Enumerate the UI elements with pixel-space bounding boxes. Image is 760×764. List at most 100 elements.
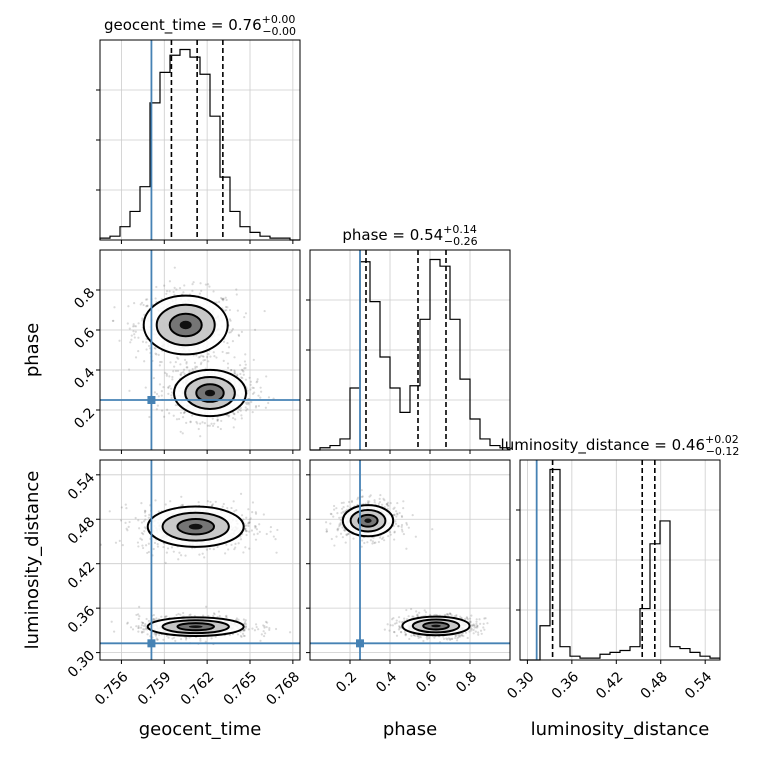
sample-point bbox=[146, 304, 149, 308]
sample-point bbox=[157, 353, 160, 356]
sample-point bbox=[154, 499, 157, 502]
density-peak bbox=[431, 624, 441, 628]
sample-point bbox=[455, 615, 458, 618]
sample-point bbox=[244, 401, 247, 404]
sample-point bbox=[163, 615, 167, 619]
sample-point bbox=[199, 435, 202, 438]
sample-point bbox=[154, 347, 157, 350]
sample-point bbox=[469, 620, 472, 623]
sample-point bbox=[251, 386, 254, 389]
sample-point bbox=[434, 613, 437, 616]
sample-point bbox=[212, 612, 216, 615]
sample-point bbox=[215, 301, 218, 304]
sample-point bbox=[371, 542, 374, 545]
sample-point bbox=[190, 414, 194, 417]
sample-point bbox=[179, 638, 183, 641]
sample-point bbox=[443, 613, 446, 617]
sample-point bbox=[177, 417, 181, 421]
sample-point bbox=[385, 502, 389, 506]
sample-point bbox=[152, 617, 155, 621]
sample-point bbox=[389, 624, 392, 627]
sample-point bbox=[110, 620, 113, 623]
sample-point bbox=[405, 523, 409, 526]
sample-point bbox=[247, 628, 250, 631]
sample-point bbox=[395, 515, 398, 518]
panel-frame bbox=[309, 459, 511, 661]
sample-point bbox=[244, 621, 247, 624]
sample-point bbox=[254, 525, 257, 528]
sample-point bbox=[468, 630, 471, 633]
sample-point bbox=[248, 376, 251, 379]
sample-point bbox=[146, 298, 149, 301]
sample-point bbox=[422, 639, 425, 643]
sample-point bbox=[258, 523, 261, 526]
sample-point bbox=[112, 319, 115, 322]
sample-point bbox=[142, 303, 145, 307]
sample-point bbox=[163, 415, 166, 418]
sample-point bbox=[155, 617, 158, 620]
sample-point bbox=[407, 615, 410, 618]
sample-point bbox=[259, 639, 262, 642]
sample-point bbox=[240, 376, 243, 379]
sample-point bbox=[203, 556, 206, 559]
sample-point bbox=[173, 286, 176, 289]
sample-point bbox=[174, 639, 177, 643]
sample-point bbox=[126, 622, 129, 625]
sample-point bbox=[227, 415, 230, 418]
sample-point bbox=[477, 633, 480, 636]
sample-point bbox=[377, 540, 380, 544]
sample-point bbox=[337, 527, 340, 530]
sample-point bbox=[209, 355, 212, 358]
sample-point bbox=[138, 527, 141, 530]
sample-point bbox=[256, 380, 259, 383]
sample-point bbox=[346, 505, 349, 508]
sample-point bbox=[155, 392, 159, 396]
sample-point bbox=[233, 372, 237, 375]
sample-point bbox=[214, 500, 217, 503]
sample-point bbox=[469, 621, 472, 624]
sample-point bbox=[226, 306, 229, 309]
sample-point bbox=[143, 628, 146, 631]
sample-point bbox=[200, 289, 203, 292]
sample-point bbox=[416, 634, 419, 638]
sample-point bbox=[137, 519, 140, 522]
sample-point bbox=[165, 372, 168, 376]
sample-point bbox=[392, 507, 395, 510]
sample-point bbox=[218, 300, 221, 303]
sample-point bbox=[400, 528, 404, 531]
sample-point bbox=[254, 538, 258, 541]
panel-geocent_time|luminosity_distance bbox=[100, 492, 292, 646]
sample-point bbox=[470, 629, 473, 632]
sample-point bbox=[183, 358, 187, 361]
sample-point bbox=[339, 519, 342, 522]
sample-point bbox=[233, 370, 236, 373]
sample-point bbox=[146, 304, 149, 307]
sample-point bbox=[145, 348, 148, 351]
sample-point bbox=[352, 537, 355, 540]
x-axis-title-phase: phase bbox=[383, 719, 437, 740]
sample-point bbox=[244, 627, 247, 630]
sample-point bbox=[257, 394, 260, 397]
sample-point bbox=[184, 638, 188, 641]
sample-point bbox=[343, 529, 346, 532]
sample-point bbox=[120, 506, 123, 509]
histogram-geocent_time bbox=[99, 48, 300, 241]
sample-point bbox=[374, 541, 377, 544]
sample-point bbox=[405, 608, 408, 612]
sample-point bbox=[152, 547, 155, 551]
truth-marker bbox=[147, 639, 156, 648]
sample-point bbox=[368, 500, 371, 503]
sample-point bbox=[456, 636, 459, 640]
sample-point bbox=[144, 627, 148, 630]
sample-point bbox=[140, 621, 143, 624]
sample-point bbox=[263, 626, 266, 629]
sample-point bbox=[468, 620, 472, 623]
sample-point bbox=[330, 513, 333, 516]
density-peak bbox=[179, 320, 192, 330]
sample-point bbox=[447, 637, 450, 640]
sample-point bbox=[165, 615, 168, 618]
sample-point bbox=[412, 615, 415, 618]
sample-point bbox=[402, 507, 405, 510]
sample-point bbox=[473, 626, 476, 629]
sample-point bbox=[232, 426, 235, 429]
